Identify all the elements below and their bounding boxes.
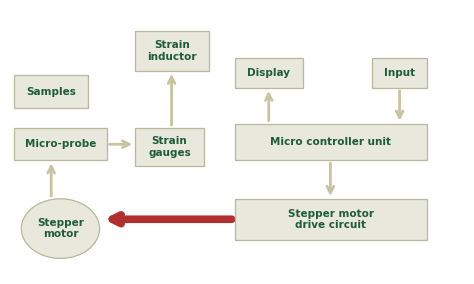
Text: Display: Display	[247, 68, 291, 78]
Text: Stepper motor
drive circuit: Stepper motor drive circuit	[288, 208, 374, 230]
FancyBboxPatch shape	[135, 128, 204, 166]
Text: Stepper
motor: Stepper motor	[37, 218, 84, 239]
Text: Micro-probe: Micro-probe	[25, 139, 96, 149]
FancyBboxPatch shape	[372, 58, 427, 88]
FancyBboxPatch shape	[235, 124, 427, 160]
Text: Input: Input	[384, 68, 415, 78]
Text: Strain
gauges: Strain gauges	[148, 136, 191, 158]
Text: Micro controller unit: Micro controller unit	[270, 137, 391, 147]
FancyBboxPatch shape	[235, 199, 427, 240]
Text: Samples: Samples	[26, 87, 76, 97]
Ellipse shape	[21, 199, 100, 258]
FancyBboxPatch shape	[135, 31, 209, 71]
FancyBboxPatch shape	[235, 58, 303, 88]
FancyBboxPatch shape	[14, 75, 88, 108]
FancyBboxPatch shape	[14, 128, 107, 160]
Text: Strain
inductor: Strain inductor	[147, 40, 197, 62]
